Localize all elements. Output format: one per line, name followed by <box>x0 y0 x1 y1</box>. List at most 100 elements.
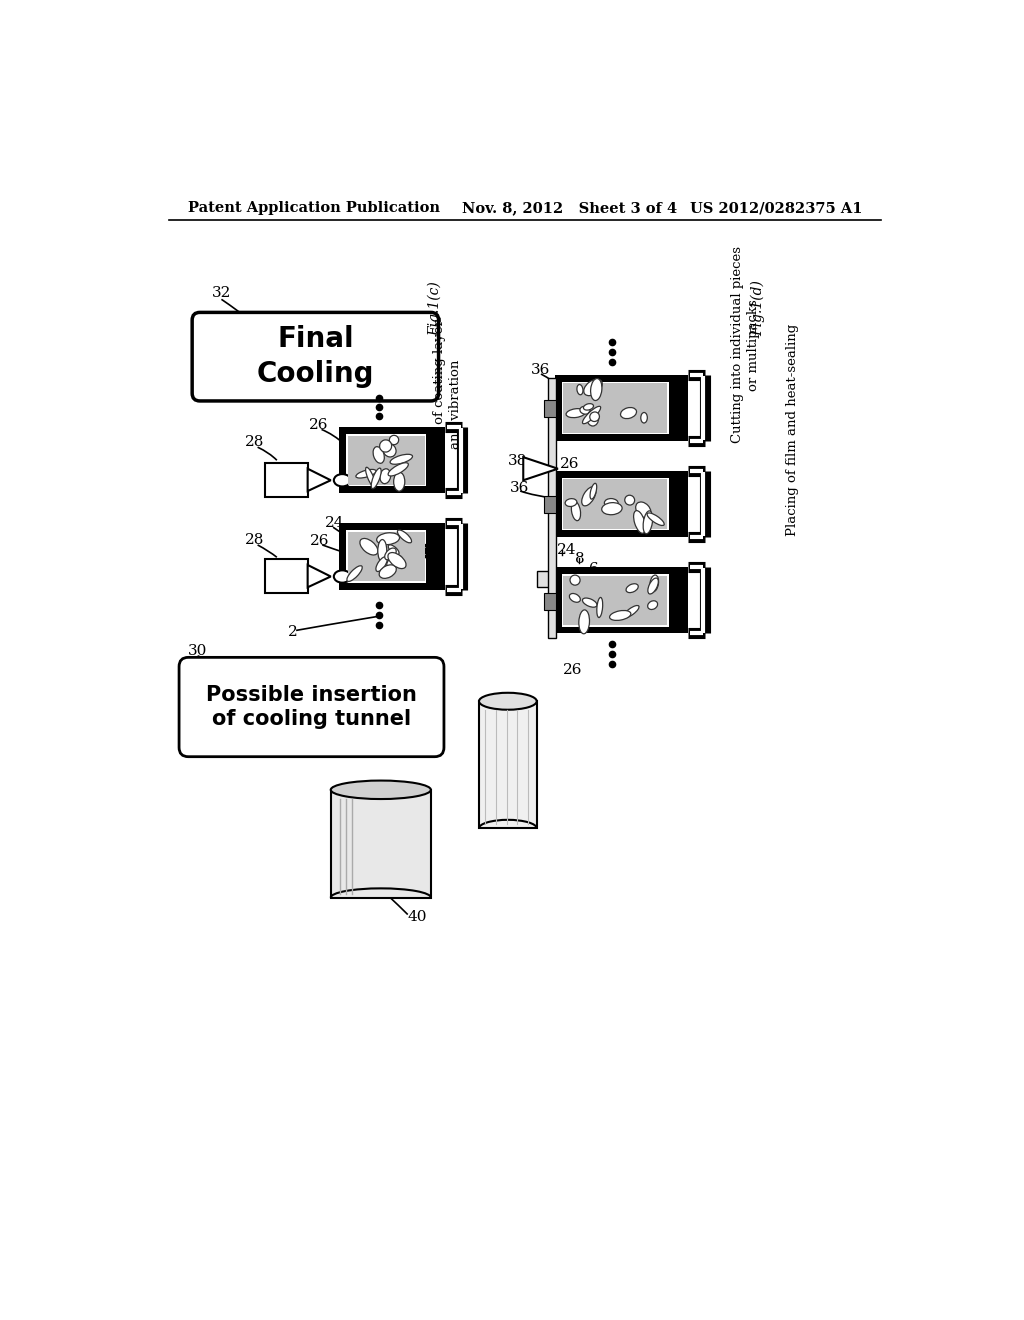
Polygon shape <box>307 565 331 587</box>
Polygon shape <box>562 478 669 531</box>
Text: Metering of coating layer
and vibration: Metering of coating layer and vibration <box>433 318 462 490</box>
Bar <box>544 400 556 417</box>
Ellipse shape <box>626 583 638 593</box>
Ellipse shape <box>376 557 387 572</box>
Ellipse shape <box>347 566 362 582</box>
Text: Fig.1(c): Fig.1(c) <box>427 281 442 335</box>
Ellipse shape <box>393 473 404 491</box>
Ellipse shape <box>643 511 652 533</box>
Ellipse shape <box>566 409 586 417</box>
Ellipse shape <box>377 533 399 545</box>
Polygon shape <box>562 381 669 434</box>
Ellipse shape <box>602 503 623 515</box>
Ellipse shape <box>383 444 396 457</box>
Ellipse shape <box>641 412 647 422</box>
Ellipse shape <box>570 576 580 585</box>
Ellipse shape <box>583 598 597 607</box>
Ellipse shape <box>624 606 639 618</box>
Ellipse shape <box>385 548 396 560</box>
Ellipse shape <box>636 502 651 517</box>
Ellipse shape <box>587 411 599 426</box>
Ellipse shape <box>609 610 631 620</box>
Ellipse shape <box>584 379 602 396</box>
Bar <box>265 462 307 498</box>
Ellipse shape <box>590 483 597 499</box>
Text: 28: 28 <box>245 532 264 546</box>
Ellipse shape <box>366 467 376 487</box>
Text: 24: 24 <box>557 544 577 557</box>
Polygon shape <box>346 434 426 487</box>
Ellipse shape <box>647 513 665 525</box>
Ellipse shape <box>569 594 581 602</box>
Polygon shape <box>563 479 668 529</box>
Ellipse shape <box>579 610 590 634</box>
Text: 8: 8 <box>574 552 585 566</box>
Ellipse shape <box>584 404 594 411</box>
Polygon shape <box>339 428 445 494</box>
FancyBboxPatch shape <box>179 657 444 756</box>
Polygon shape <box>307 469 331 491</box>
Ellipse shape <box>597 598 603 618</box>
Text: 24: 24 <box>325 516 344 529</box>
Ellipse shape <box>388 463 409 477</box>
Ellipse shape <box>379 565 396 578</box>
Ellipse shape <box>621 408 637 418</box>
Text: Possible insertion
of cooling tunnel: Possible insertion of cooling tunnel <box>206 685 417 730</box>
Text: Nov. 8, 2012   Sheet 3 of 4: Nov. 8, 2012 Sheet 3 of 4 <box>462 202 677 215</box>
Text: 6: 6 <box>589 562 598 576</box>
Ellipse shape <box>334 474 351 486</box>
Polygon shape <box>563 383 668 433</box>
Ellipse shape <box>648 578 658 594</box>
Text: Final
Cooling: Final Cooling <box>257 325 374 388</box>
Ellipse shape <box>577 384 583 395</box>
Polygon shape <box>555 375 688 441</box>
Ellipse shape <box>571 502 581 520</box>
Text: 40: 40 <box>408 909 427 924</box>
Ellipse shape <box>634 511 645 533</box>
Polygon shape <box>563 576 668 626</box>
Ellipse shape <box>565 499 577 507</box>
Ellipse shape <box>389 436 398 445</box>
Ellipse shape <box>583 407 601 424</box>
Polygon shape <box>555 471 688 537</box>
Text: 32: 32 <box>211 286 230 300</box>
Bar <box>548 378 556 638</box>
Bar <box>265 558 307 594</box>
Ellipse shape <box>397 529 412 543</box>
Ellipse shape <box>372 469 381 488</box>
Ellipse shape <box>590 412 599 421</box>
Ellipse shape <box>331 780 431 799</box>
Ellipse shape <box>479 693 537 710</box>
Ellipse shape <box>356 470 376 478</box>
Text: 36: 36 <box>531 363 550 378</box>
Ellipse shape <box>334 570 351 582</box>
Text: 38: 38 <box>508 454 527 469</box>
Bar <box>544 496 556 513</box>
Polygon shape <box>555 568 688 634</box>
Ellipse shape <box>387 556 402 569</box>
Polygon shape <box>348 532 425 581</box>
Text: 26: 26 <box>309 418 329 432</box>
Ellipse shape <box>650 576 658 591</box>
Ellipse shape <box>390 454 413 465</box>
Text: 36: 36 <box>510 480 529 495</box>
Ellipse shape <box>647 601 657 610</box>
Text: 26: 26 <box>563 664 583 677</box>
Ellipse shape <box>580 407 590 414</box>
Text: Placing of film and heat-sealing: Placing of film and heat-sealing <box>786 323 800 536</box>
Ellipse shape <box>625 495 635 506</box>
Text: US 2012/0282375 A1: US 2012/0282375 A1 <box>689 202 862 215</box>
Bar <box>479 701 537 829</box>
Text: Cutting into individual pieces
or multipacks: Cutting into individual pieces or multip… <box>730 247 760 444</box>
Ellipse shape <box>582 487 596 506</box>
Polygon shape <box>523 457 558 480</box>
Ellipse shape <box>359 539 378 554</box>
Ellipse shape <box>380 469 391 483</box>
Text: 26: 26 <box>560 457 580 471</box>
Polygon shape <box>562 574 669 627</box>
Ellipse shape <box>388 553 407 569</box>
FancyBboxPatch shape <box>193 313 438 401</box>
Ellipse shape <box>373 446 384 463</box>
Bar <box>544 593 556 610</box>
Text: 28: 28 <box>245 434 264 449</box>
